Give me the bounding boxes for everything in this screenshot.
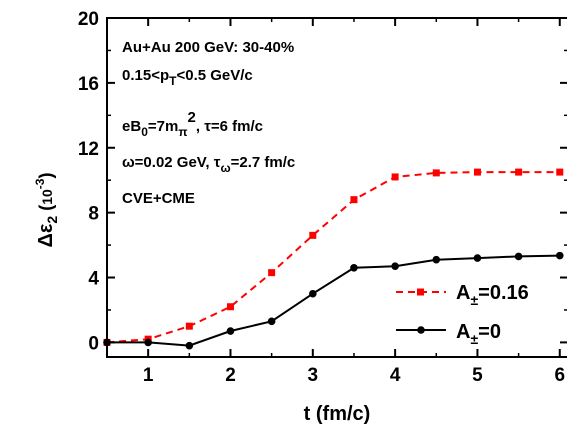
data-point-a016: [268, 269, 276, 277]
data-point-a016: [350, 196, 358, 204]
data-point-a016: [309, 231, 317, 239]
data-point-a0: [350, 263, 358, 272]
data-point-a0: [144, 338, 152, 347]
y-tick-label: 4: [88, 269, 99, 290]
y-tick-label: 8: [88, 204, 99, 225]
legend-label-a0: A±=0: [456, 321, 501, 347]
x-tick-label: 4: [390, 365, 401, 386]
data-point-a0: [226, 327, 235, 335]
data-point-a0: [103, 338, 111, 347]
data-point-a016: [185, 322, 193, 330]
legend-marker-a016: [417, 288, 424, 296]
data-point-a0: [514, 252, 523, 261]
legend: A±=0.16 A±=0: [396, 282, 529, 347]
legend-label-a016: A±=0.16: [456, 282, 529, 308]
data-point-a016: [473, 168, 481, 176]
data-point-a016: [226, 303, 234, 311]
y-tick-label: 12: [78, 139, 99, 160]
annotation-system: Au+Au 200 GeV: 30-40%: [122, 39, 294, 56]
data-point-a016: [432, 169, 440, 177]
data-point-a0: [473, 254, 482, 262]
data-point-a016: [515, 168, 523, 176]
data-point-a0: [555, 251, 564, 260]
x-tick-label: 5: [472, 365, 483, 386]
annotation-field: eB0=7mπ2, τ=6 fm/c: [122, 109, 263, 139]
data-point-a016: [556, 168, 564, 176]
annotation-vorticity: ω=0.02 GeV, τω=2.7 fm/c: [122, 154, 295, 175]
y-tick-label: 0: [88, 333, 99, 354]
series-line-a016: [106, 171, 560, 344]
plot-frame: [106, 17, 567, 358]
data-point-a0: [432, 255, 441, 264]
x-axis-label: t (fm/c): [304, 403, 371, 425]
data-point-a0: [391, 262, 399, 270]
annotation-mechanism: CVE+CME: [122, 190, 195, 207]
data-point-a0: [309, 289, 317, 298]
y-axis-label: Δε2 (10-3): [33, 173, 60, 248]
y-tick-label: 16: [78, 74, 99, 95]
x-tick-label: 3: [308, 365, 319, 386]
annotation-block: Au+Au 200 GeV: 30-40% 0.15<pT<0.5 GeV/c …: [122, 39, 295, 207]
legend-marker-a0: [417, 326, 425, 334]
series-line-a0: [107, 254, 560, 347]
data-point-a0: [185, 341, 194, 350]
y-tick-label: 20: [78, 9, 99, 30]
x-tick-label: 2: [225, 365, 236, 386]
data-point-a016: [391, 173, 399, 181]
x-tick-label: 6: [554, 365, 565, 386]
annotation-pt-range: 0.15<pT<0.5 GeV/c: [122, 67, 253, 88]
x-tick-label: 1: [143, 365, 154, 386]
data-point-a0: [267, 317, 276, 326]
